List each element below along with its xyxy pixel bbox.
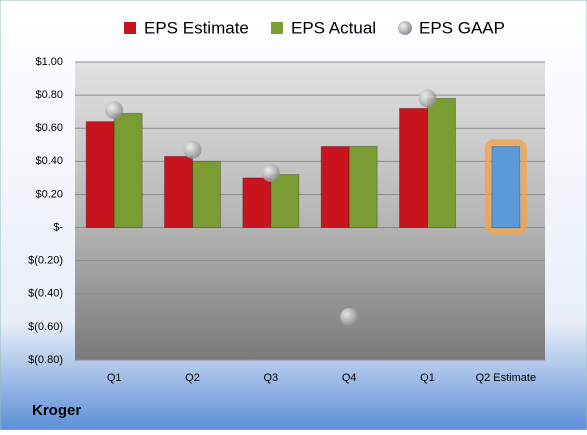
legend-label: EPS Actual <box>291 18 376 37</box>
x-tick-label: Q1 <box>107 372 122 384</box>
gaap-marker <box>340 307 359 326</box>
x-tick-label: Q2 Estimate <box>476 372 537 384</box>
x-tick-label: Q1 <box>420 372 435 384</box>
legend-marker <box>271 22 283 34</box>
bar <box>192 160 221 229</box>
plot-area <box>75 62 545 360</box>
gaap-marker <box>261 163 280 182</box>
y-tick-label: $1.00 <box>35 56 63 68</box>
gaap-marker <box>105 101 124 120</box>
bar <box>399 107 428 229</box>
bar <box>85 121 115 229</box>
y-tick-label: $- <box>53 221 63 233</box>
y-tick-label: $0.40 <box>35 155 63 167</box>
legend-label: EPS GAAP <box>419 18 505 37</box>
bar <box>348 145 378 229</box>
gaap-marker <box>183 140 202 159</box>
y-tick-label: $(0.80) <box>28 354 63 366</box>
bar <box>320 145 350 229</box>
bar-glow <box>484 139 527 235</box>
y-tick-label: $(0.60) <box>28 321 63 333</box>
footer: Kroger <box>32 402 81 419</box>
gaap-marker <box>418 89 437 108</box>
bar <box>270 174 300 229</box>
x-tick-label: Q3 <box>263 372 278 384</box>
y-tick-label: $(0.40) <box>28 288 63 300</box>
y-tick-label: $0.60 <box>35 122 63 134</box>
x-tick-label: Q4 <box>342 372 357 384</box>
bar <box>242 177 272 229</box>
bar <box>113 112 143 229</box>
bar <box>164 155 193 229</box>
y-tick-label: $(0.20) <box>28 255 63 267</box>
bar <box>491 145 521 229</box>
legend-label: EPS Estimate <box>144 18 249 37</box>
y-tick-label: $0.80 <box>35 89 63 101</box>
legend-marker <box>398 21 412 35</box>
y-tick-label: $0.20 <box>35 188 63 200</box>
x-tick-label: Q2 <box>185 372 200 384</box>
bar <box>427 97 456 229</box>
legend-marker <box>124 22 136 34</box>
